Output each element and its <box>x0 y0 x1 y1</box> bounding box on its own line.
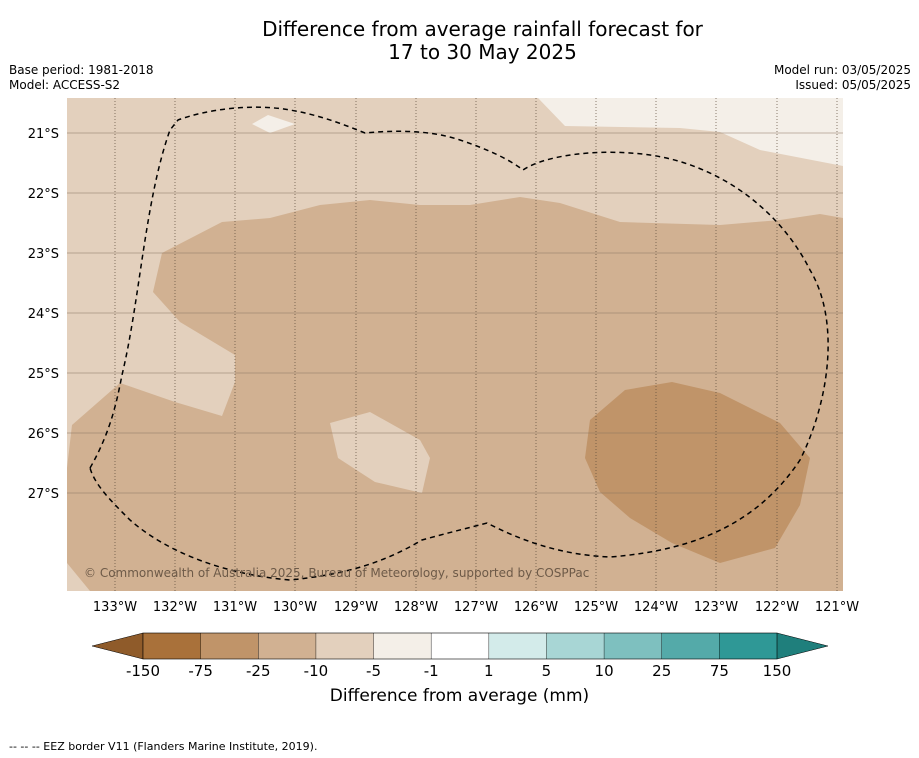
colorbar-tick-label: 5 <box>542 662 552 680</box>
lat-label: 23°S <box>28 247 59 262</box>
colorbar-tick-label: -1 <box>424 662 439 680</box>
meta-left: Base period: 1981-2018 Model: ACCESS-S2 <box>9 63 154 93</box>
colorbar-swatch <box>200 633 259 659</box>
lat-label: 27°S <box>28 487 59 502</box>
colorbar-tick-label: -150 <box>126 662 160 680</box>
issued-text: Issued: 05/05/2025 <box>795 78 911 92</box>
colorbar-under-arrow <box>91 632 144 660</box>
colorbar-over-arrow <box>776 632 829 660</box>
eez-border <box>89 106 829 581</box>
map-title: Difference from average rainfall forecas… <box>0 18 919 64</box>
colorbar-swatch <box>604 633 663 659</box>
region-minus5-to-minus1-small <box>252 115 295 133</box>
lon-label: 123°W <box>694 600 738 615</box>
colorbar-frame <box>142 632 778 660</box>
colorbar-tick-label: 150 <box>763 662 792 680</box>
lon-label: 127°W <box>454 600 498 615</box>
region-less-than-minus25 <box>585 382 810 563</box>
colorbar-swatch <box>488 633 547 659</box>
colorbar-swatch <box>143 633 201 659</box>
map-panel: © Commonwealth of Australia 2025, Bureau… <box>67 98 843 591</box>
colorbar-tick-label: 75 <box>710 662 729 680</box>
lon-label: 124°W <box>634 600 678 615</box>
meta-right: Model run: 03/05/2025 Issued: 05/05/2025 <box>774 63 911 93</box>
latitude-labels: 21°S 22°S 23°S 24°S 25°S 26°S 27°S <box>28 127 59 502</box>
base-period-text: Base period: 1981-2018 <box>9 63 154 77</box>
model-text: Model: ACCESS-S2 <box>9 78 121 92</box>
lon-label: 130°W <box>273 600 317 615</box>
colorbar-tick-label: 25 <box>652 662 671 680</box>
colorbar: -150 -75 -25 -10 -5 -1 1 5 10 25 75 150 <box>91 632 829 680</box>
colorbar-tick-label: 10 <box>595 662 614 680</box>
title-line-2: 17 to 30 May 2025 <box>388 40 577 64</box>
lon-label: 129°W <box>334 600 378 615</box>
title-line-1: Difference from average rainfall forecas… <box>262 17 703 41</box>
colorbar-swatch <box>315 633 374 659</box>
region-minus10-to-minus5-inner <box>330 412 430 493</box>
lat-label: 25°S <box>28 367 59 382</box>
colorbar-swatch <box>431 633 490 659</box>
lon-label: 122°W <box>755 600 799 615</box>
model-run-text: Model run: 03/05/2025 <box>773 63 911 77</box>
colorbar-tick-label: -75 <box>188 662 213 680</box>
graticule <box>67 98 843 591</box>
lon-label: 125°W <box>574 600 618 615</box>
lon-label: 126°W <box>514 600 558 615</box>
lat-label: 21°S <box>28 127 59 142</box>
lon-label: 131°W <box>213 600 257 615</box>
colorbar-swatch <box>258 633 317 659</box>
colorbar-title: Difference from average (mm) <box>329 686 590 706</box>
colorbar-tick-label: 1 <box>484 662 494 680</box>
lat-label: 26°S <box>28 427 59 442</box>
lon-label: 132°W <box>153 600 197 615</box>
colorbar-swatch <box>719 633 778 659</box>
lat-label: 24°S <box>28 307 59 322</box>
colorbar-tick-label: -5 <box>366 662 381 680</box>
colorbar-tick-label: -25 <box>246 662 271 680</box>
lon-label: 121°W <box>815 600 859 615</box>
lat-label: 22°S <box>28 187 59 202</box>
lon-label: 133°W <box>93 600 137 615</box>
region-minus5-to-minus1-ne <box>538 98 843 166</box>
copyright-notice: © Commonwealth of Australia 2025, Bureau… <box>84 566 589 580</box>
longitude-labels: 133°W 132°W 131°W 130°W 129°W 128°W 127°W 126°W… <box>93 600 859 615</box>
colorbar-swatch <box>373 633 432 659</box>
colorbar-swatch <box>661 633 720 659</box>
colorbar-swatch <box>546 633 605 659</box>
eez-legend-text: -- -- -- EEZ border V11 (Flanders Marine… <box>9 740 318 753</box>
lon-label: 128°W <box>394 600 438 615</box>
colorbar-tick-label: -10 <box>304 662 329 680</box>
